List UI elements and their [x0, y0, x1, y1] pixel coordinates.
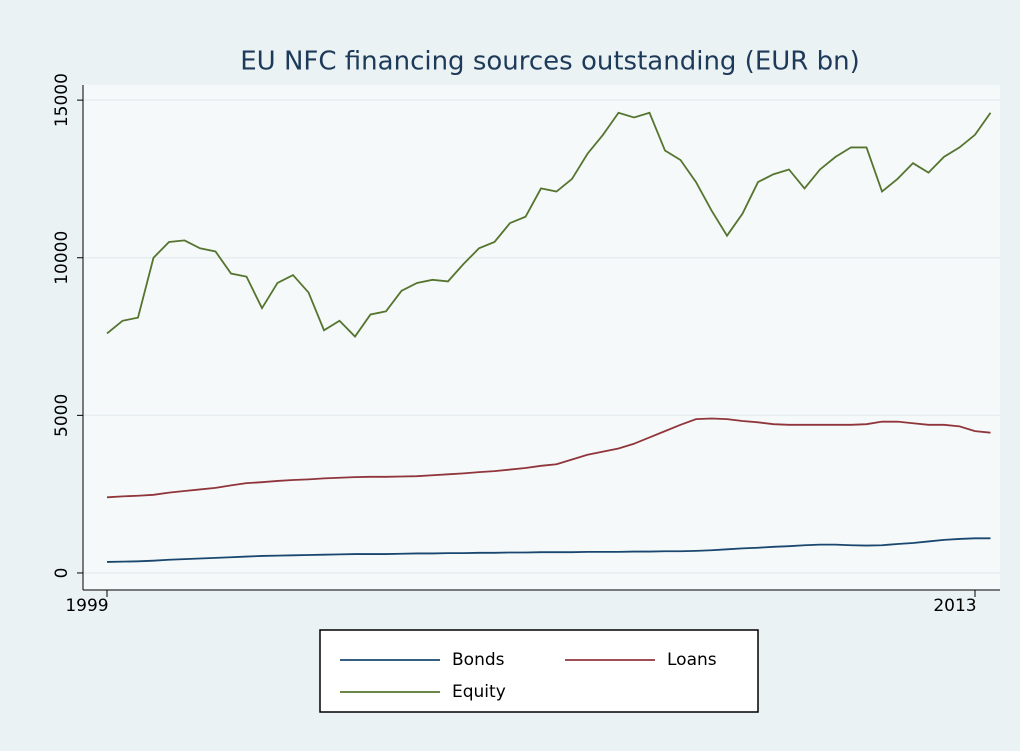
series-line	[106, 537, 991, 563]
legend-label: Bonds	[452, 650, 505, 670]
y-tick-label: 5000	[52, 394, 72, 437]
legend	[319, 629, 759, 713]
x-tick-label: 1999	[65, 596, 108, 616]
x-tick-label: 2013	[933, 596, 976, 616]
plot-area	[83, 85, 1000, 590]
series-line	[106, 417, 991, 499]
series-line	[106, 111, 992, 338]
y-tick-label: 15000	[52, 73, 72, 127]
y-tick-label: 10000	[52, 231, 72, 285]
chart-title: EU NFC financing sources outstanding (EU…	[240, 47, 860, 77]
legend-label: Loans	[667, 650, 717, 670]
y-tick-label: 0	[52, 568, 72, 579]
legend-label: Equity	[452, 682, 506, 702]
